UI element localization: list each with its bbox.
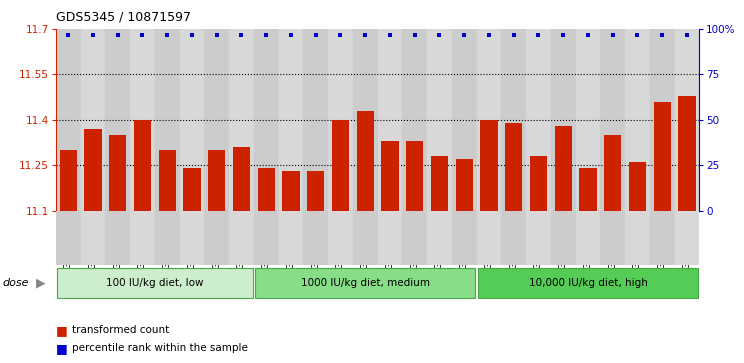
Bar (526, 211, 551, 265)
Bar (427, 29, 452, 211)
Bar (551, 211, 576, 265)
Bar (208, 150, 225, 211)
Bar (431, 156, 448, 211)
Bar (477, 29, 501, 211)
Bar (254, 29, 278, 211)
FancyBboxPatch shape (478, 269, 698, 298)
Text: transformed count: transformed count (72, 325, 170, 335)
Text: 100 IU/kg diet, low: 100 IU/kg diet, low (106, 278, 204, 288)
Bar (155, 211, 179, 265)
Bar (205, 29, 229, 211)
Bar (229, 211, 254, 265)
Bar (600, 29, 625, 211)
Bar (501, 29, 526, 211)
Bar (675, 29, 699, 211)
Bar (675, 211, 699, 265)
Text: ■: ■ (56, 342, 71, 355)
Bar (650, 29, 675, 211)
Bar (179, 29, 205, 211)
Text: dose: dose (2, 278, 29, 288)
Bar (332, 120, 349, 211)
Bar (56, 211, 80, 265)
Bar (205, 211, 229, 265)
Bar (530, 156, 547, 211)
Bar (554, 126, 572, 211)
Text: percentile rank within the sample: percentile rank within the sample (72, 343, 248, 354)
Bar (155, 29, 179, 211)
Bar (183, 168, 201, 211)
Bar (278, 29, 304, 211)
Bar (254, 211, 278, 265)
Bar (56, 29, 80, 211)
Bar (625, 29, 650, 211)
Bar (427, 211, 452, 265)
Bar (505, 123, 522, 211)
Bar (625, 211, 650, 265)
Bar (576, 211, 600, 265)
Bar (130, 29, 155, 211)
Bar (328, 29, 353, 211)
Bar (650, 211, 675, 265)
FancyBboxPatch shape (255, 269, 475, 298)
Bar (304, 29, 328, 211)
Bar (378, 29, 403, 211)
Bar (130, 211, 155, 265)
Bar (481, 120, 498, 211)
Bar (452, 29, 477, 211)
Bar (381, 141, 399, 211)
Text: 10,000 IU/kg diet, high: 10,000 IU/kg diet, high (528, 278, 647, 288)
Bar (356, 111, 374, 211)
Bar (403, 211, 427, 265)
Bar (80, 29, 106, 211)
Bar (233, 147, 250, 211)
Bar (629, 162, 646, 211)
Bar (304, 211, 328, 265)
Bar (106, 29, 130, 211)
Text: ■: ■ (56, 324, 71, 337)
Bar (179, 211, 205, 265)
Bar (526, 29, 551, 211)
Bar (604, 135, 621, 211)
Bar (257, 168, 275, 211)
Text: GDS5345 / 10871597: GDS5345 / 10871597 (56, 11, 190, 24)
Bar (580, 168, 597, 211)
Bar (378, 211, 403, 265)
Bar (452, 211, 477, 265)
Bar (600, 211, 625, 265)
Bar (353, 29, 378, 211)
Bar (106, 211, 130, 265)
Bar (307, 171, 324, 211)
Bar (60, 150, 77, 211)
Bar (158, 150, 176, 211)
Bar (653, 102, 671, 211)
FancyBboxPatch shape (57, 269, 252, 298)
Text: ▶: ▶ (36, 277, 45, 290)
Bar (477, 211, 501, 265)
Bar (80, 211, 106, 265)
Bar (84, 129, 102, 211)
Bar (328, 211, 353, 265)
Bar (679, 95, 696, 211)
Text: 1000 IU/kg diet, medium: 1000 IU/kg diet, medium (301, 278, 430, 288)
Bar (229, 29, 254, 211)
Bar (109, 135, 126, 211)
Bar (455, 159, 473, 211)
Bar (403, 29, 427, 211)
Bar (282, 171, 300, 211)
Bar (576, 29, 600, 211)
Bar (134, 120, 151, 211)
Bar (278, 211, 304, 265)
Bar (353, 211, 378, 265)
Bar (406, 141, 423, 211)
Bar (551, 29, 576, 211)
Bar (501, 211, 526, 265)
